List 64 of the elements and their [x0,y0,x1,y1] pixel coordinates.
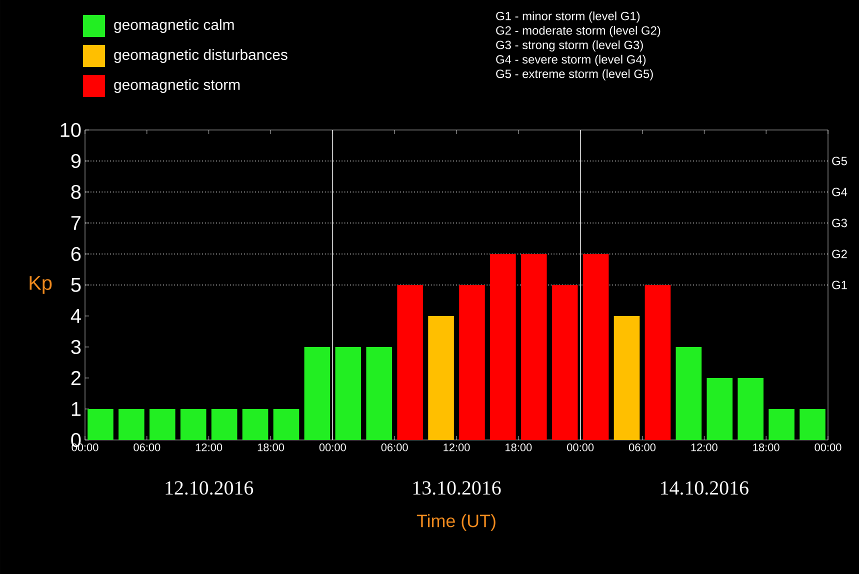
bar [552,284,578,440]
bar [676,346,702,440]
bar [644,284,671,440]
bar [242,408,268,440]
text: G4 - severe storm (level G4) [496,54,646,66]
bar [738,378,764,440]
y-tick-label: 1 [72,402,81,416]
x-tick-label: 12:00 [196,444,222,452]
bar [88,408,114,440]
text: G1 - minor storm (level G1) [496,12,640,23]
bar [211,408,238,440]
ref-line-label: G1 [832,280,847,290]
y-tick-label: 6 [71,246,81,262]
bar [614,316,640,440]
bar [397,284,423,440]
y-axis-title: Kp [30,276,52,294]
y-tick-label: 4 [70,309,81,323]
bar [459,284,485,440]
text: 14.10.2016 [661,481,748,495]
legend-label: geomagnetic disturbances [114,49,288,63]
y-tick-label: 3 [71,340,81,354]
y-tick-label: 7 [71,216,80,230]
bar [150,408,176,440]
bar [582,254,609,440]
ref-line-label: G5 [832,156,847,166]
x-axis-title: Time (UT) [416,514,496,531]
y-tick-label: 8 [71,184,81,200]
x-tick-label: 18:00 [506,444,532,452]
legend-label: geomagnetic storm [114,79,240,93]
bar [706,378,733,440]
x-tick-label: 06:00 [134,444,160,452]
x-tick-label: 18:00 [753,444,780,452]
y-tick-label: 9 [71,154,81,168]
ref-line-label: G2 [832,250,847,258]
text: G5 - extreme storm (level G5) [496,69,653,80]
text: 13.10.2016 [413,481,501,495]
bar [800,408,826,440]
ref-line-label: G3 [832,218,847,228]
y-tick-label: 5 [71,278,81,292]
bar [366,346,392,440]
legend-label: geomagnetic calm [114,19,234,33]
x-tick-label: 06:00 [381,444,408,452]
text: G3 - strong storm (level G3) [496,40,643,52]
bar [180,408,206,440]
bar [768,408,794,440]
x-tick-label: 12:00 [444,444,470,452]
ref-line-label: G4 [832,188,848,196]
y-tick-label: 10 [60,122,81,138]
bar [304,346,330,440]
bar [335,346,362,440]
bar [521,254,547,440]
x-tick-label: 12:00 [691,444,718,452]
x-tick-label: 18:00 [258,444,284,452]
text: 12.10.2016 [166,481,254,495]
bar [118,408,144,440]
x-tick-label: 00:00 [567,444,594,452]
text: G2 - moderate storm (level G2) [496,26,660,38]
bar [273,408,300,440]
x-tick-label: 06:00 [628,444,656,452]
x-tick-label: 00:00 [319,444,346,452]
bar [428,316,454,440]
y-tick-label: 2 [71,371,80,385]
x-tick-label: 00:00 [814,444,842,452]
bar [490,254,516,440]
